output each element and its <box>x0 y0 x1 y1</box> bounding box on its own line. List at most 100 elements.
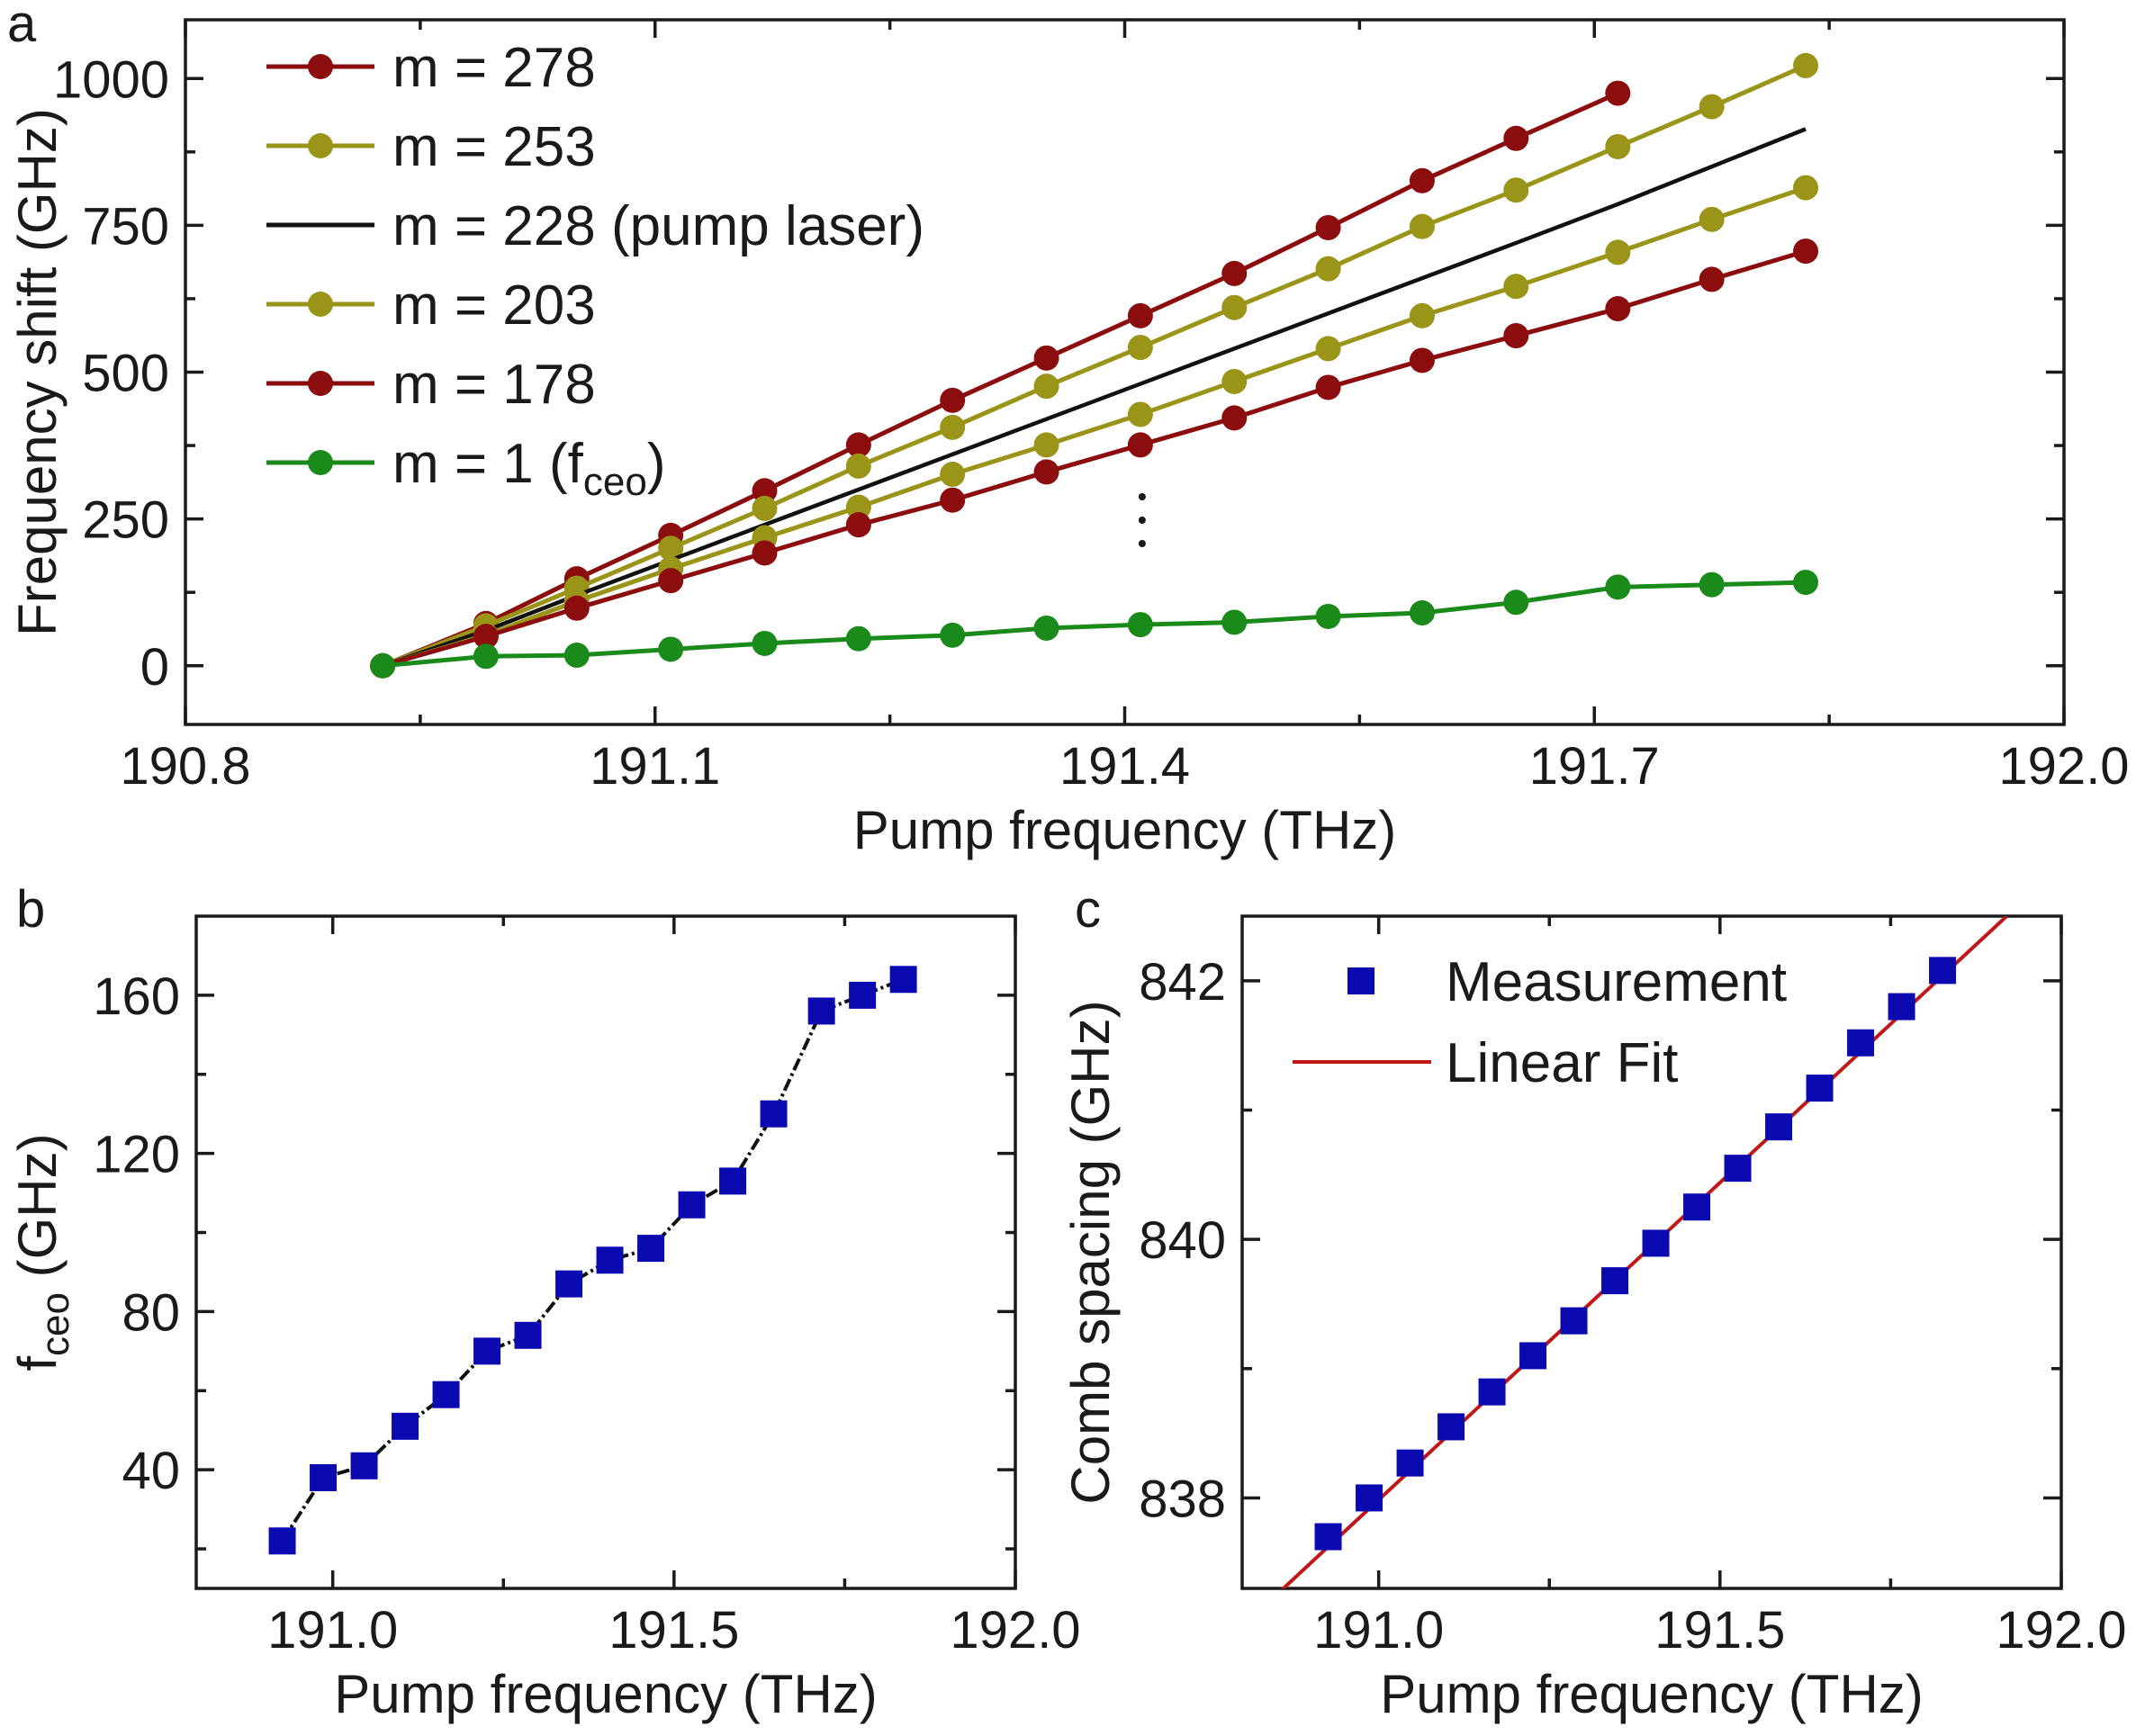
a-series-point <box>1315 374 1341 400</box>
a-series-point <box>658 636 684 662</box>
b-series-point <box>350 1452 378 1480</box>
a-legend-marker <box>308 371 333 396</box>
b-panel-letter: b <box>16 880 45 939</box>
a-series-point <box>1409 600 1435 626</box>
a-series-point <box>752 630 778 656</box>
a-panel-letter: a <box>7 0 37 53</box>
a-series-point <box>1127 335 1153 361</box>
a-series-point <box>473 624 499 650</box>
a-series-point <box>752 540 778 566</box>
a-series-point <box>940 622 966 648</box>
a-series-point <box>1221 609 1248 635</box>
a-legend-marker <box>308 292 333 317</box>
a-series-point <box>1699 94 1725 120</box>
b-xtick-label: 191.5 <box>608 1601 739 1660</box>
a-ytick-label: 750 <box>82 197 169 256</box>
a-ytick-label: 1000 <box>53 50 169 109</box>
b-series-point <box>268 1527 296 1555</box>
a-series-point <box>1793 238 1819 265</box>
a-series-line <box>382 580 1807 669</box>
a-series-point <box>1127 401 1153 427</box>
a-legend-label-main: m = 1 (f <box>392 433 584 495</box>
a-series-point <box>940 387 966 413</box>
b-series-point <box>719 1167 747 1195</box>
c-measurement-point <box>1683 1193 1711 1221</box>
a-legend-label: m = 1 (fceo) <box>392 433 666 504</box>
a-series-point <box>1033 459 1059 485</box>
c-measurement-point <box>1478 1378 1506 1406</box>
b-ylabel: fceo (GHz) <box>7 1133 77 1371</box>
a-ylabel: Frequency shift (GHz) <box>7 108 68 636</box>
a-series-point <box>1033 615 1059 641</box>
c-measurement-point <box>1560 1307 1588 1335</box>
b-series-point <box>637 1235 665 1263</box>
b-xtick-label: 192.0 <box>950 1601 1080 1660</box>
a-xtick-label: 191.7 <box>1529 737 1660 796</box>
b-series-point <box>514 1321 542 1349</box>
a-series-point <box>1033 345 1059 371</box>
c-measurement-point <box>1601 1267 1629 1295</box>
b-plot-frame <box>194 914 1017 1590</box>
a-legend-label: m = 228 (pump laser) <box>392 195 924 257</box>
c-xtick-label: 191.0 <box>1313 1601 1444 1660</box>
b-series-point <box>849 981 877 1009</box>
a-ytick-label: 0 <box>140 638 169 697</box>
c-legend-marker <box>1347 967 1374 994</box>
a-series-point <box>1221 294 1248 320</box>
b-series-point <box>807 997 835 1025</box>
a-series-point <box>1605 133 1631 159</box>
a-series-point <box>1315 214 1341 240</box>
b-ylabel-suffix: (GHz) <box>7 1133 68 1292</box>
a-legend-label: m = 178 <box>392 354 596 416</box>
a-series-point <box>658 568 684 594</box>
b-ytick-label: 80 <box>122 1283 180 1342</box>
a-series-point <box>1503 125 1529 151</box>
b-series-point <box>473 1337 501 1365</box>
c-xtick-label: 191.5 <box>1654 1601 1785 1660</box>
a-series-line <box>382 91 1619 669</box>
a-series-point <box>1315 336 1341 362</box>
c-measurement-point <box>1929 957 1957 985</box>
c-measurement-point <box>1314 1523 1342 1551</box>
panel-a: 190.8 191.1 191.4 191.7 192.0 0 250 500 750 1000 P… <box>7 0 2130 860</box>
c-ytick-label: 838 <box>1139 1470 1226 1528</box>
a-series-point <box>1409 347 1435 373</box>
c-fit-line <box>1280 916 2008 1588</box>
a-series-point <box>1793 52 1819 78</box>
b-xtick-label: 191.0 <box>267 1601 398 1660</box>
a-legend-marker <box>308 450 333 475</box>
c-measurement-point <box>1724 1155 1752 1183</box>
b-xlabel: Pump frequency (THz) <box>334 1664 878 1724</box>
c-measurement-point <box>1356 1484 1383 1512</box>
a-series-point <box>1221 260 1248 286</box>
a-ellipsis-dot <box>1138 517 1146 524</box>
a-series-point <box>845 494 871 520</box>
b-series-point <box>889 966 917 994</box>
a-series-point <box>752 478 778 504</box>
a-legend-label-sub: ceo <box>583 460 647 504</box>
c-measurement-point <box>1396 1449 1424 1477</box>
a-series-point <box>1127 432 1153 458</box>
c-legend-label: Measurement <box>1446 951 1787 1013</box>
c-measurement-point <box>1642 1229 1670 1257</box>
a-series-point <box>1793 570 1819 596</box>
a-series-point <box>1503 323 1529 349</box>
a-series-line <box>382 248 1807 669</box>
a-series-point <box>1605 80 1631 106</box>
c-plot-frame <box>1240 914 2063 1590</box>
b-ylabel-sub: ceo <box>33 1292 77 1356</box>
a-series-point <box>1699 266 1725 292</box>
a-series-point <box>1127 612 1153 638</box>
a-ytick-label: 250 <box>82 491 169 550</box>
b-ylabel-main: f <box>7 1356 68 1372</box>
panel-b: 191.0 191.5 192.0 40 80 120 160 Pump frequency … <box>7 880 1081 1724</box>
b-ytick-label: 40 <box>122 1442 180 1500</box>
a-xtick-label: 191.1 <box>590 737 720 796</box>
b-series-line <box>280 977 905 1543</box>
a-series-point <box>1033 432 1059 458</box>
a-series-point <box>1409 213 1435 239</box>
a-xtick-label: 191.4 <box>1059 737 1190 796</box>
a-series-point <box>1605 239 1631 265</box>
b-series-point <box>432 1381 460 1408</box>
